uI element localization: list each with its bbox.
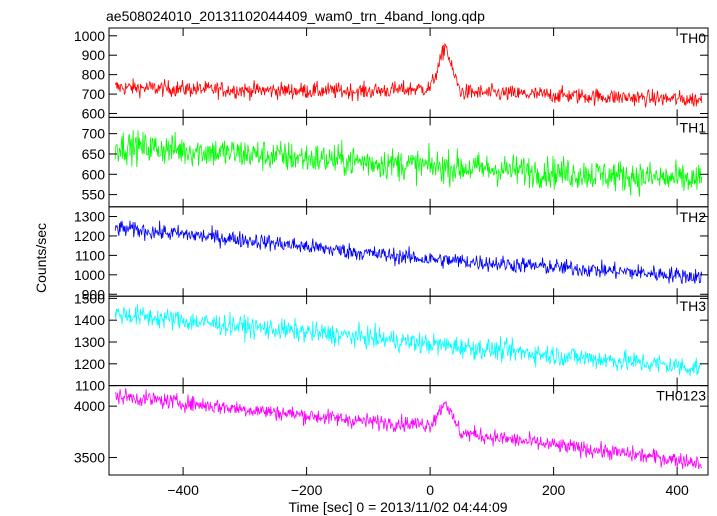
y-tick-label: 4000 bbox=[74, 398, 105, 414]
y-tick-label: 700 bbox=[82, 86, 106, 102]
y-tick-label: 1300 bbox=[74, 209, 105, 225]
series-line-th2 bbox=[114, 220, 703, 284]
x-tick-label: 0 bbox=[426, 482, 434, 498]
y-tick-label: 600 bbox=[82, 166, 106, 182]
y-tick-label: 650 bbox=[82, 146, 106, 162]
panel-th0: 600 700 800 900 1000 TH0 bbox=[74, 27, 709, 122]
chart-title: ae508024010_20131102044409_wam0_trn_4ban… bbox=[106, 8, 485, 24]
y-tick-label: 1300 bbox=[74, 334, 105, 350]
y-tick-label: 700 bbox=[82, 126, 106, 142]
y-axis-label: Counts/sec bbox=[33, 223, 49, 293]
series-line-th0 bbox=[114, 42, 703, 108]
y-tick-label: 1000 bbox=[74, 267, 105, 283]
panel-th3: 1100 1200 1300 1400 1500 TH3 bbox=[74, 290, 709, 394]
series-line-th1 bbox=[114, 129, 703, 197]
y-tick-label: 1400 bbox=[74, 312, 105, 328]
series-line-th3 bbox=[114, 304, 703, 377]
y-tick-label: 900 bbox=[82, 47, 106, 63]
x-tick-label: −400 bbox=[167, 482, 199, 498]
x-tick-label: 400 bbox=[665, 482, 689, 498]
panel-label: TH2 bbox=[680, 209, 707, 225]
y-tick-label: 3500 bbox=[74, 450, 105, 466]
panel-label: TH1 bbox=[680, 119, 707, 135]
panel-frame bbox=[108, 27, 709, 118]
y-tick-label: 1500 bbox=[74, 290, 105, 306]
panel-th2: 900 1000 1100 1200 1300 TH2 bbox=[74, 206, 709, 302]
panel-label: TH0123 bbox=[656, 388, 706, 404]
x-tick-label: −200 bbox=[291, 482, 323, 498]
y-tick-label: 800 bbox=[82, 67, 106, 83]
panels-group: 600 700 800 900 1000 TH0 550 600 650 700 TH1 900 100… bbox=[74, 27, 709, 498]
panel-th0123: 3500 4000 TH0123 bbox=[74, 385, 709, 476]
y-tick-label: 1200 bbox=[74, 356, 105, 372]
x-tick-label: 200 bbox=[542, 482, 566, 498]
y-tick-label: 1100 bbox=[75, 378, 105, 394]
panel-label: TH0 bbox=[680, 30, 707, 46]
y-tick-label: 1100 bbox=[75, 247, 105, 263]
y-tick-label: 900 bbox=[82, 286, 106, 302]
y-tick-label: 1000 bbox=[74, 28, 105, 44]
x-axis-label: Time [sec] 0 = 2013/11/02 04:44:09 bbox=[288, 499, 507, 515]
panel-frame bbox=[108, 385, 709, 476]
panel-label: TH3 bbox=[680, 298, 707, 314]
series-line-th0123 bbox=[114, 388, 703, 470]
y-tick-label: 1200 bbox=[74, 228, 105, 244]
y-tick-label: 600 bbox=[82, 106, 106, 122]
panel-th1: 550 600 650 700 TH1 bbox=[82, 116, 709, 208]
y-tick-label: 550 bbox=[82, 187, 106, 203]
